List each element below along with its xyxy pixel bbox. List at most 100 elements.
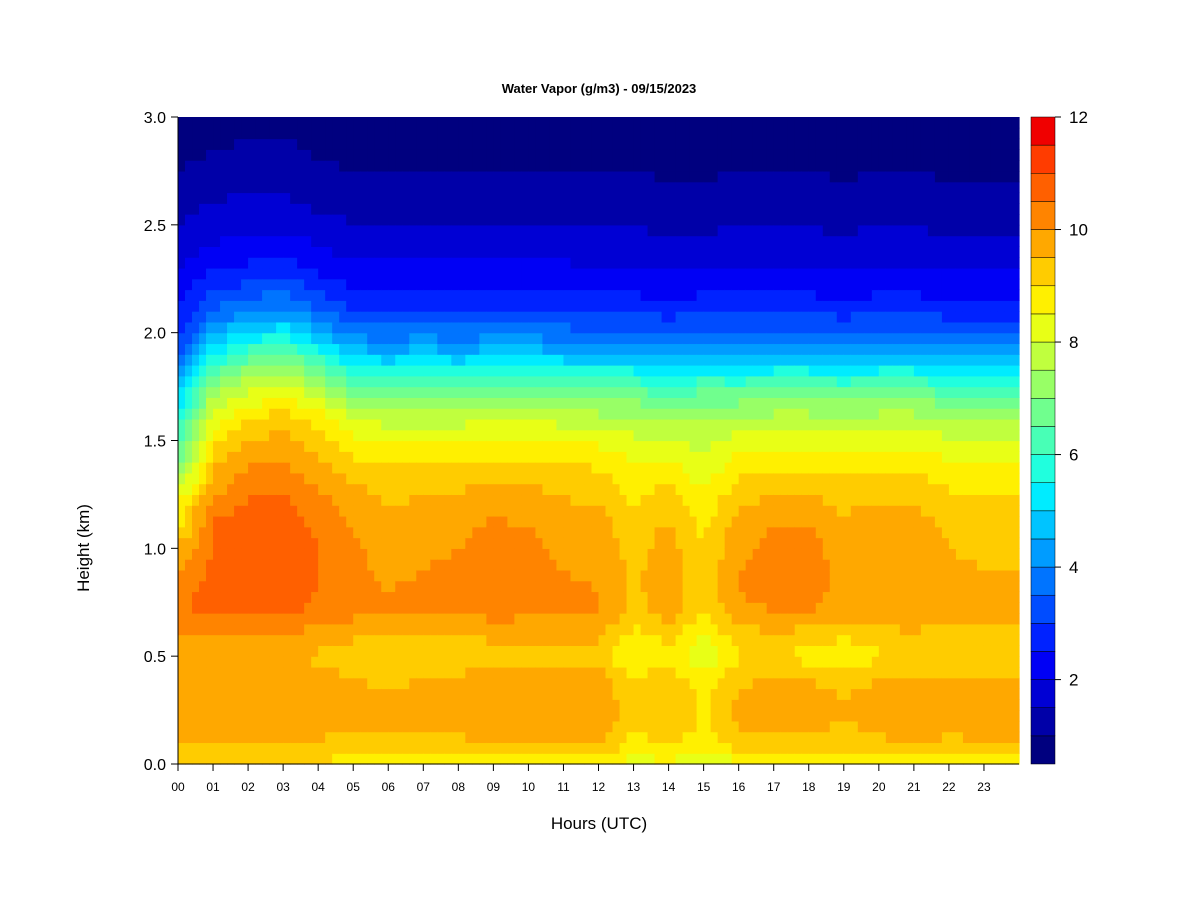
heatmap-cell bbox=[346, 720, 354, 733]
heatmap-cell bbox=[402, 569, 410, 582]
heatmap-cell bbox=[332, 591, 340, 603]
heatmap-cell bbox=[269, 451, 277, 463]
heatmap-cell bbox=[493, 235, 501, 247]
heatmap-cell bbox=[325, 688, 333, 700]
heatmap-cell bbox=[395, 569, 403, 582]
heatmap-cell bbox=[192, 311, 200, 323]
heatmap-cell bbox=[367, 343, 375, 355]
heatmap-cell bbox=[542, 408, 551, 420]
heatmap-cell bbox=[248, 257, 256, 269]
heatmap-cell bbox=[675, 494, 684, 506]
heatmap-cell bbox=[213, 677, 221, 690]
heatmap-cell bbox=[381, 354, 389, 366]
heatmap-cell bbox=[206, 451, 214, 463]
heatmap-cell bbox=[458, 408, 466, 420]
heatmap-cell bbox=[507, 397, 515, 409]
heatmap-cell bbox=[248, 429, 256, 442]
heatmap-cell bbox=[458, 127, 466, 140]
heatmap-cell bbox=[451, 354, 459, 366]
heatmap-cell bbox=[241, 332, 249, 345]
heatmap-cell bbox=[479, 365, 487, 377]
heatmap-cell bbox=[486, 699, 494, 711]
heatmap-cell bbox=[248, 472, 256, 485]
heatmap-cell bbox=[556, 440, 565, 452]
heatmap-cell bbox=[416, 365, 424, 377]
heatmap-cell bbox=[458, 753, 466, 765]
heatmap-cell bbox=[234, 354, 242, 366]
heatmap-cell bbox=[549, 591, 558, 603]
heatmap-cell bbox=[332, 181, 340, 194]
heatmap-cell bbox=[605, 742, 614, 754]
heatmap-cell bbox=[633, 591, 642, 603]
heatmap-cell bbox=[619, 397, 628, 409]
heatmap-cell bbox=[584, 267, 593, 280]
heatmap-cell bbox=[598, 699, 607, 711]
heatmap-cell bbox=[724, 559, 733, 571]
heatmap-cell bbox=[647, 343, 656, 355]
heatmap-cell bbox=[696, 203, 705, 215]
heatmap-cell bbox=[731, 645, 740, 657]
heatmap-cell bbox=[388, 548, 396, 560]
heatmap-cell bbox=[647, 699, 656, 711]
heatmap-cell bbox=[563, 494, 572, 506]
heatmap-cell bbox=[437, 418, 445, 431]
heatmap-cell bbox=[381, 170, 389, 183]
heatmap-cell bbox=[563, 688, 572, 700]
heatmap-cell bbox=[290, 257, 298, 269]
heatmap-cell bbox=[591, 418, 600, 431]
heatmap-cell bbox=[598, 559, 607, 571]
heatmap-cell bbox=[437, 731, 445, 744]
heatmap-cell bbox=[703, 149, 712, 161]
heatmap-cell bbox=[255, 160, 263, 172]
heatmap-cell bbox=[269, 548, 277, 560]
heatmap-cell bbox=[353, 160, 361, 172]
heatmap-cell bbox=[570, 235, 579, 247]
heatmap-cell bbox=[248, 699, 256, 711]
heatmap-cell bbox=[633, 203, 642, 215]
heatmap-cell bbox=[570, 656, 579, 668]
heatmap-cell bbox=[535, 418, 544, 431]
heatmap-cell bbox=[668, 386, 677, 398]
heatmap-cell bbox=[500, 257, 508, 269]
heatmap-cell bbox=[423, 623, 431, 636]
heatmap-cell bbox=[227, 332, 235, 345]
heatmap-cell bbox=[395, 214, 403, 226]
heatmap-cell bbox=[367, 494, 375, 506]
heatmap-cell bbox=[752, 117, 761, 129]
heatmap-cell bbox=[493, 267, 501, 280]
heatmap-cell bbox=[290, 656, 298, 668]
heatmap-cell bbox=[549, 515, 558, 528]
heatmap-cell bbox=[724, 472, 733, 485]
heatmap-cell bbox=[381, 623, 389, 636]
heatmap-cell bbox=[542, 300, 551, 312]
heatmap-cell bbox=[626, 235, 635, 247]
heatmap-cell bbox=[577, 645, 586, 657]
heatmap-cell bbox=[626, 300, 635, 312]
heatmap-cell bbox=[528, 699, 537, 711]
heatmap-cell bbox=[549, 505, 558, 517]
heatmap-cell bbox=[507, 569, 515, 582]
heatmap-cell bbox=[605, 699, 614, 711]
heatmap-cell bbox=[332, 429, 340, 442]
heatmap-cell bbox=[689, 494, 698, 506]
heatmap-cell bbox=[542, 451, 551, 463]
heatmap-cell bbox=[668, 731, 677, 744]
heatmap-cell bbox=[619, 483, 628, 496]
heatmap-cell bbox=[395, 181, 403, 194]
heatmap-cell bbox=[423, 429, 431, 442]
heatmap-cell bbox=[493, 375, 501, 388]
heatmap-cell bbox=[591, 742, 600, 754]
heatmap-cell bbox=[276, 720, 284, 733]
heatmap-cell bbox=[612, 332, 621, 345]
heatmap-cell bbox=[276, 753, 284, 765]
heatmap-cell bbox=[731, 623, 740, 636]
heatmap-cell bbox=[458, 742, 466, 754]
heatmap-cell bbox=[311, 451, 319, 463]
heatmap-cell bbox=[395, 472, 403, 485]
heatmap-cell bbox=[283, 408, 291, 420]
heatmap-cell bbox=[423, 278, 431, 291]
heatmap-cell bbox=[647, 515, 656, 528]
heatmap-cell bbox=[661, 117, 670, 129]
heatmap-cell bbox=[703, 569, 712, 582]
heatmap-cell bbox=[500, 569, 508, 582]
